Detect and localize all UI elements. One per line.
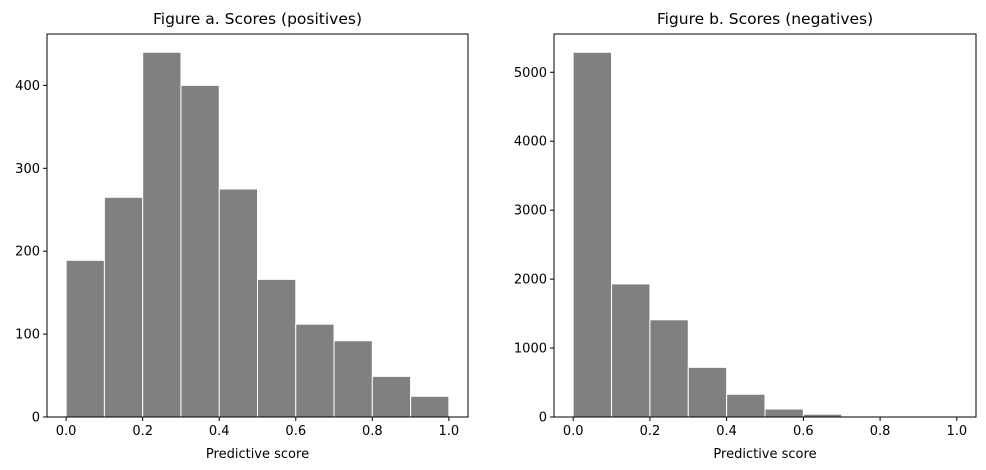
x-tick-label-b: 1.0 <box>946 424 967 439</box>
x-axis-label-b: Predictive score <box>713 447 816 462</box>
y-tick-label-b: 2000 <box>514 273 547 288</box>
histogram-bar-b <box>572 51 613 418</box>
y-tick-label-a: 300 <box>15 162 40 177</box>
histogram-bar-a <box>333 340 373 418</box>
histogram-bar-b <box>764 408 804 418</box>
x-tick-label-a: 0.8 <box>362 424 383 439</box>
chart-panel-b: Figure b. Scores (negatives) 0.0 0.2 0.4 0.… <box>514 10 977 462</box>
y-tick-label-b: 1000 <box>514 342 547 357</box>
histogram-bar-a <box>295 323 335 418</box>
histogram-bar-a <box>257 278 297 418</box>
x-tick-label-a: 0.6 <box>285 424 306 439</box>
plot-frame-a <box>46 33 469 418</box>
chart-panel-a: Figure a. Scores (positives) 0.0 0.2 0.4 0.… <box>15 10 469 462</box>
histogram-bar-b <box>649 319 689 418</box>
histogram-bar-a <box>410 395 450 418</box>
y-tick-label-a: 200 <box>15 245 40 260</box>
y-tick-label-b: 3000 <box>514 204 547 219</box>
y-tick-label-b: 0 <box>539 411 547 426</box>
plot-frame-b <box>553 33 977 418</box>
x-tick-label-a: 0.0 <box>56 424 77 439</box>
x-tick-label-a: 0.2 <box>132 424 153 439</box>
histogram-bar-a <box>142 51 182 418</box>
histogram-bar-a <box>371 375 412 418</box>
histogram-bar-b <box>726 393 766 418</box>
histogram-bar-b <box>611 283 651 418</box>
x-tick-label-b: 0.4 <box>716 424 737 439</box>
y-tick-label-a: 100 <box>15 328 40 343</box>
y-tick-label-b: 4000 <box>514 135 547 150</box>
histogram-bar-a <box>180 84 220 418</box>
x-tick-label-b: 0.6 <box>793 424 814 439</box>
histogram-bar-a <box>103 196 144 418</box>
y-tick-label-a: 0 <box>32 411 40 426</box>
x-tick-label-b: 0.0 <box>563 424 584 439</box>
y-tick-label-b: 5000 <box>514 66 547 81</box>
x-tick-label-a: 0.4 <box>209 424 230 439</box>
chart-title-a: Figure a. Scores (positives) <box>153 10 362 28</box>
histogram-bar-a <box>65 259 105 418</box>
x-tick-label-b: 0.8 <box>870 424 891 439</box>
x-tick-label-a: 1.0 <box>439 424 460 439</box>
histogram-bar-a <box>218 188 259 418</box>
histogram-bar-b <box>687 366 728 418</box>
y-tick-label-a: 400 <box>15 79 40 94</box>
x-tick-label-b: 0.2 <box>640 424 661 439</box>
x-axis-label-a: Predictive score <box>206 447 309 462</box>
chart-title-b: Figure b. Scores (negatives) <box>657 10 873 28</box>
